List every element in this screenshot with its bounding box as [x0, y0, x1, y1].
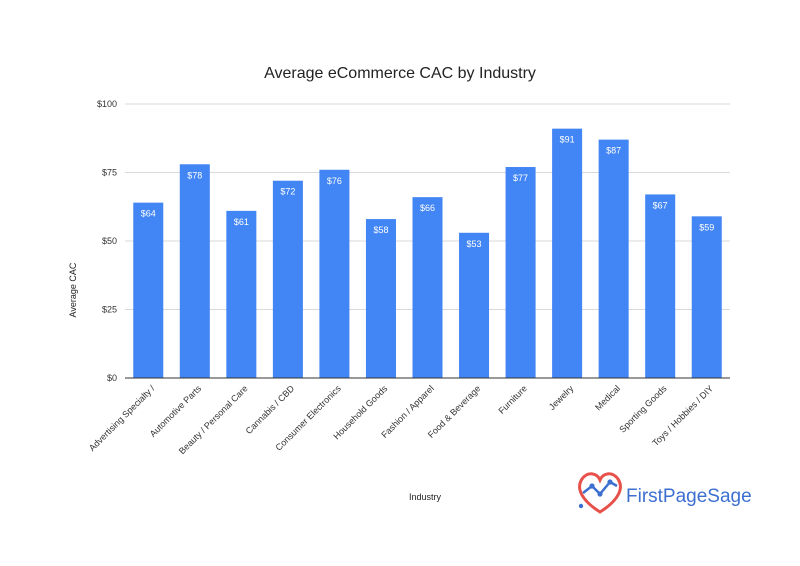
bar — [319, 169, 350, 378]
bar — [459, 232, 490, 378]
chart-title: Average eCommerce CAC by Industry — [264, 65, 536, 82]
bar-value-label: $78 — [187, 170, 202, 180]
bar-value-label: $64 — [141, 209, 156, 219]
y-tick-labels: $0 $25 $50 $75 $100 — [97, 99, 117, 383]
bar-value-label: $53 — [467, 239, 482, 249]
x-tick-label: Cannabis / CBD — [244, 383, 297, 436]
bar — [226, 210, 257, 378]
bar-value-label: $72 — [280, 187, 295, 197]
x-tick-label: Jewelry — [547, 383, 576, 412]
x-tick-label: Medical — [593, 383, 622, 412]
bar — [691, 216, 722, 378]
bar — [272, 180, 303, 378]
bar — [505, 167, 536, 378]
x-tick-labels: Advertising Specialty /Automotive PartsB… — [87, 383, 715, 456]
bar — [133, 202, 164, 378]
bar-value-label: $59 — [699, 222, 714, 232]
heart-chart-icon — [578, 472, 622, 514]
y-axis-label: Average CAC — [68, 262, 78, 317]
bar-value-label: $67 — [653, 200, 668, 210]
bar-value-label: $77 — [513, 173, 528, 183]
bar-value-label: $58 — [373, 225, 388, 235]
y-tick-label: $0 — [107, 373, 117, 383]
y-tick-label: $25 — [102, 305, 117, 315]
bar — [645, 194, 676, 378]
bar — [598, 139, 629, 378]
bar — [552, 128, 583, 378]
bar-value-label: $61 — [234, 217, 249, 227]
y-tick-label: $100 — [97, 99, 117, 109]
bars — [133, 128, 722, 378]
bar-value-label: $91 — [560, 135, 575, 145]
x-tick-label: Sporting Goods — [617, 383, 669, 435]
first-page-sage-logo: FirstPageSage — [578, 472, 752, 514]
y-tick-label: $50 — [102, 236, 117, 246]
logo-wordmark: FirstPageSage — [626, 486, 752, 507]
bar-value-label: $87 — [606, 146, 621, 156]
bar — [412, 197, 443, 378]
bar-value-label: $66 — [420, 203, 435, 213]
x-tick-label: Advertising Specialty / — [87, 383, 157, 453]
value-labels: $64 $78 $61 $72 $76 $58 $66 $53 $77 $91 $87 $67 $59 — [141, 135, 714, 249]
bar-value-label: $76 — [327, 176, 342, 186]
x-axis-label: Industry — [409, 492, 442, 502]
bar — [179, 164, 210, 378]
bar — [365, 219, 396, 378]
x-tick-label: Furniture — [496, 383, 529, 416]
y-tick-label: $75 — [102, 168, 117, 178]
